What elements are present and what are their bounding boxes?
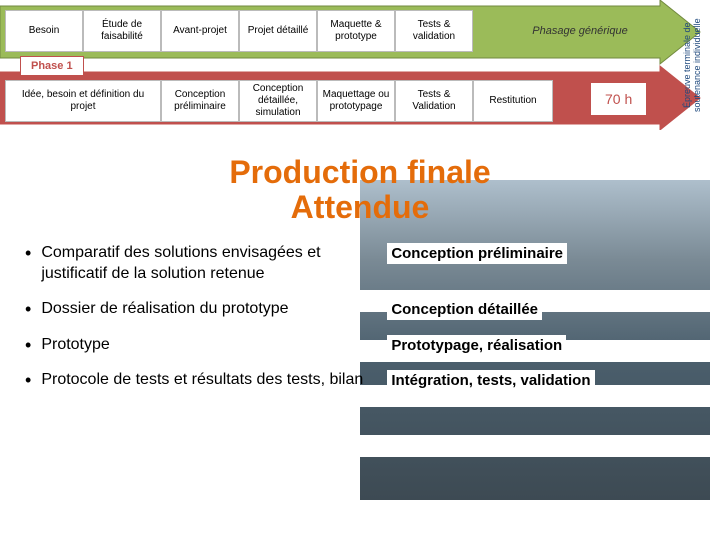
bullet-dot: • [25,243,31,265]
phase-box: Tests & Validation [395,80,473,122]
bullet-tag: Intégration, tests, validation [387,370,594,391]
project-phase-row: Idée, besoin et définition du projetConc… [5,80,553,122]
list-item: • Dossier de réalisation du prototype Conc… [25,299,695,321]
phase-box: Idée, besoin et définition du projet [5,80,161,122]
phase-box: Tests & validation [395,10,473,52]
list-item: • Prototype Prototypage, réalisation [25,335,695,357]
phase-box: Conception détaillée, simulation [239,80,317,122]
list-item: • Comparatif des solutions envisagées et … [25,243,695,285]
bullet-text: Prototype [41,335,381,356]
phase-box: Projet détaillé [239,10,317,52]
bullet-tag: Conception préliminaire [387,243,567,264]
hours-box: 70 h [590,82,647,116]
phase-box: Maquettage ou prototypage [317,80,395,122]
phase-box: Maquette & prototype [317,10,395,52]
phase-box: Conception préliminaire [161,80,239,122]
phase-box: Avant-projet [161,10,239,52]
side-rotated-label: Épreuve terminale de soutenance individu… [683,2,703,128]
bullet-tag: Prototypage, réalisation [387,335,566,356]
bullet-text: Dossier de réalisation du prototype [41,299,381,320]
title-line-2: Attendue [291,189,430,225]
main-content: Production finale Attendue • Comparatif d… [25,155,695,406]
list-item: • Protocole de tests et résultats des tes… [25,370,695,392]
phase-1-label: Phase 1 [20,56,84,76]
phasage-generique-label: Phasage générique [500,10,660,52]
generic-phase-row: BesoinÉtude de faisabilitéAvant-projetPr… [5,10,473,52]
bullet-dot: • [25,335,31,357]
deliverables-list: • Comparatif des solutions envisagées et … [25,243,695,391]
bullet-dot: • [25,370,31,392]
bullet-tag: Conception détaillée [387,299,542,320]
page-title: Production finale Attendue [25,155,695,225]
title-line-1: Production finale [229,154,490,190]
phasing-diagram: BesoinÉtude de faisabilitéAvant-projetPr… [0,0,705,130]
phase-box: Restitution [473,80,553,122]
bullet-text: Comparatif des solutions envisagées et j… [41,243,381,285]
bullet-text: Protocole de tests et résultats des test… [41,370,381,391]
bullet-dot: • [25,299,31,321]
phase-box: Besoin [5,10,83,52]
phase-box: Étude de faisabilité [83,10,161,52]
